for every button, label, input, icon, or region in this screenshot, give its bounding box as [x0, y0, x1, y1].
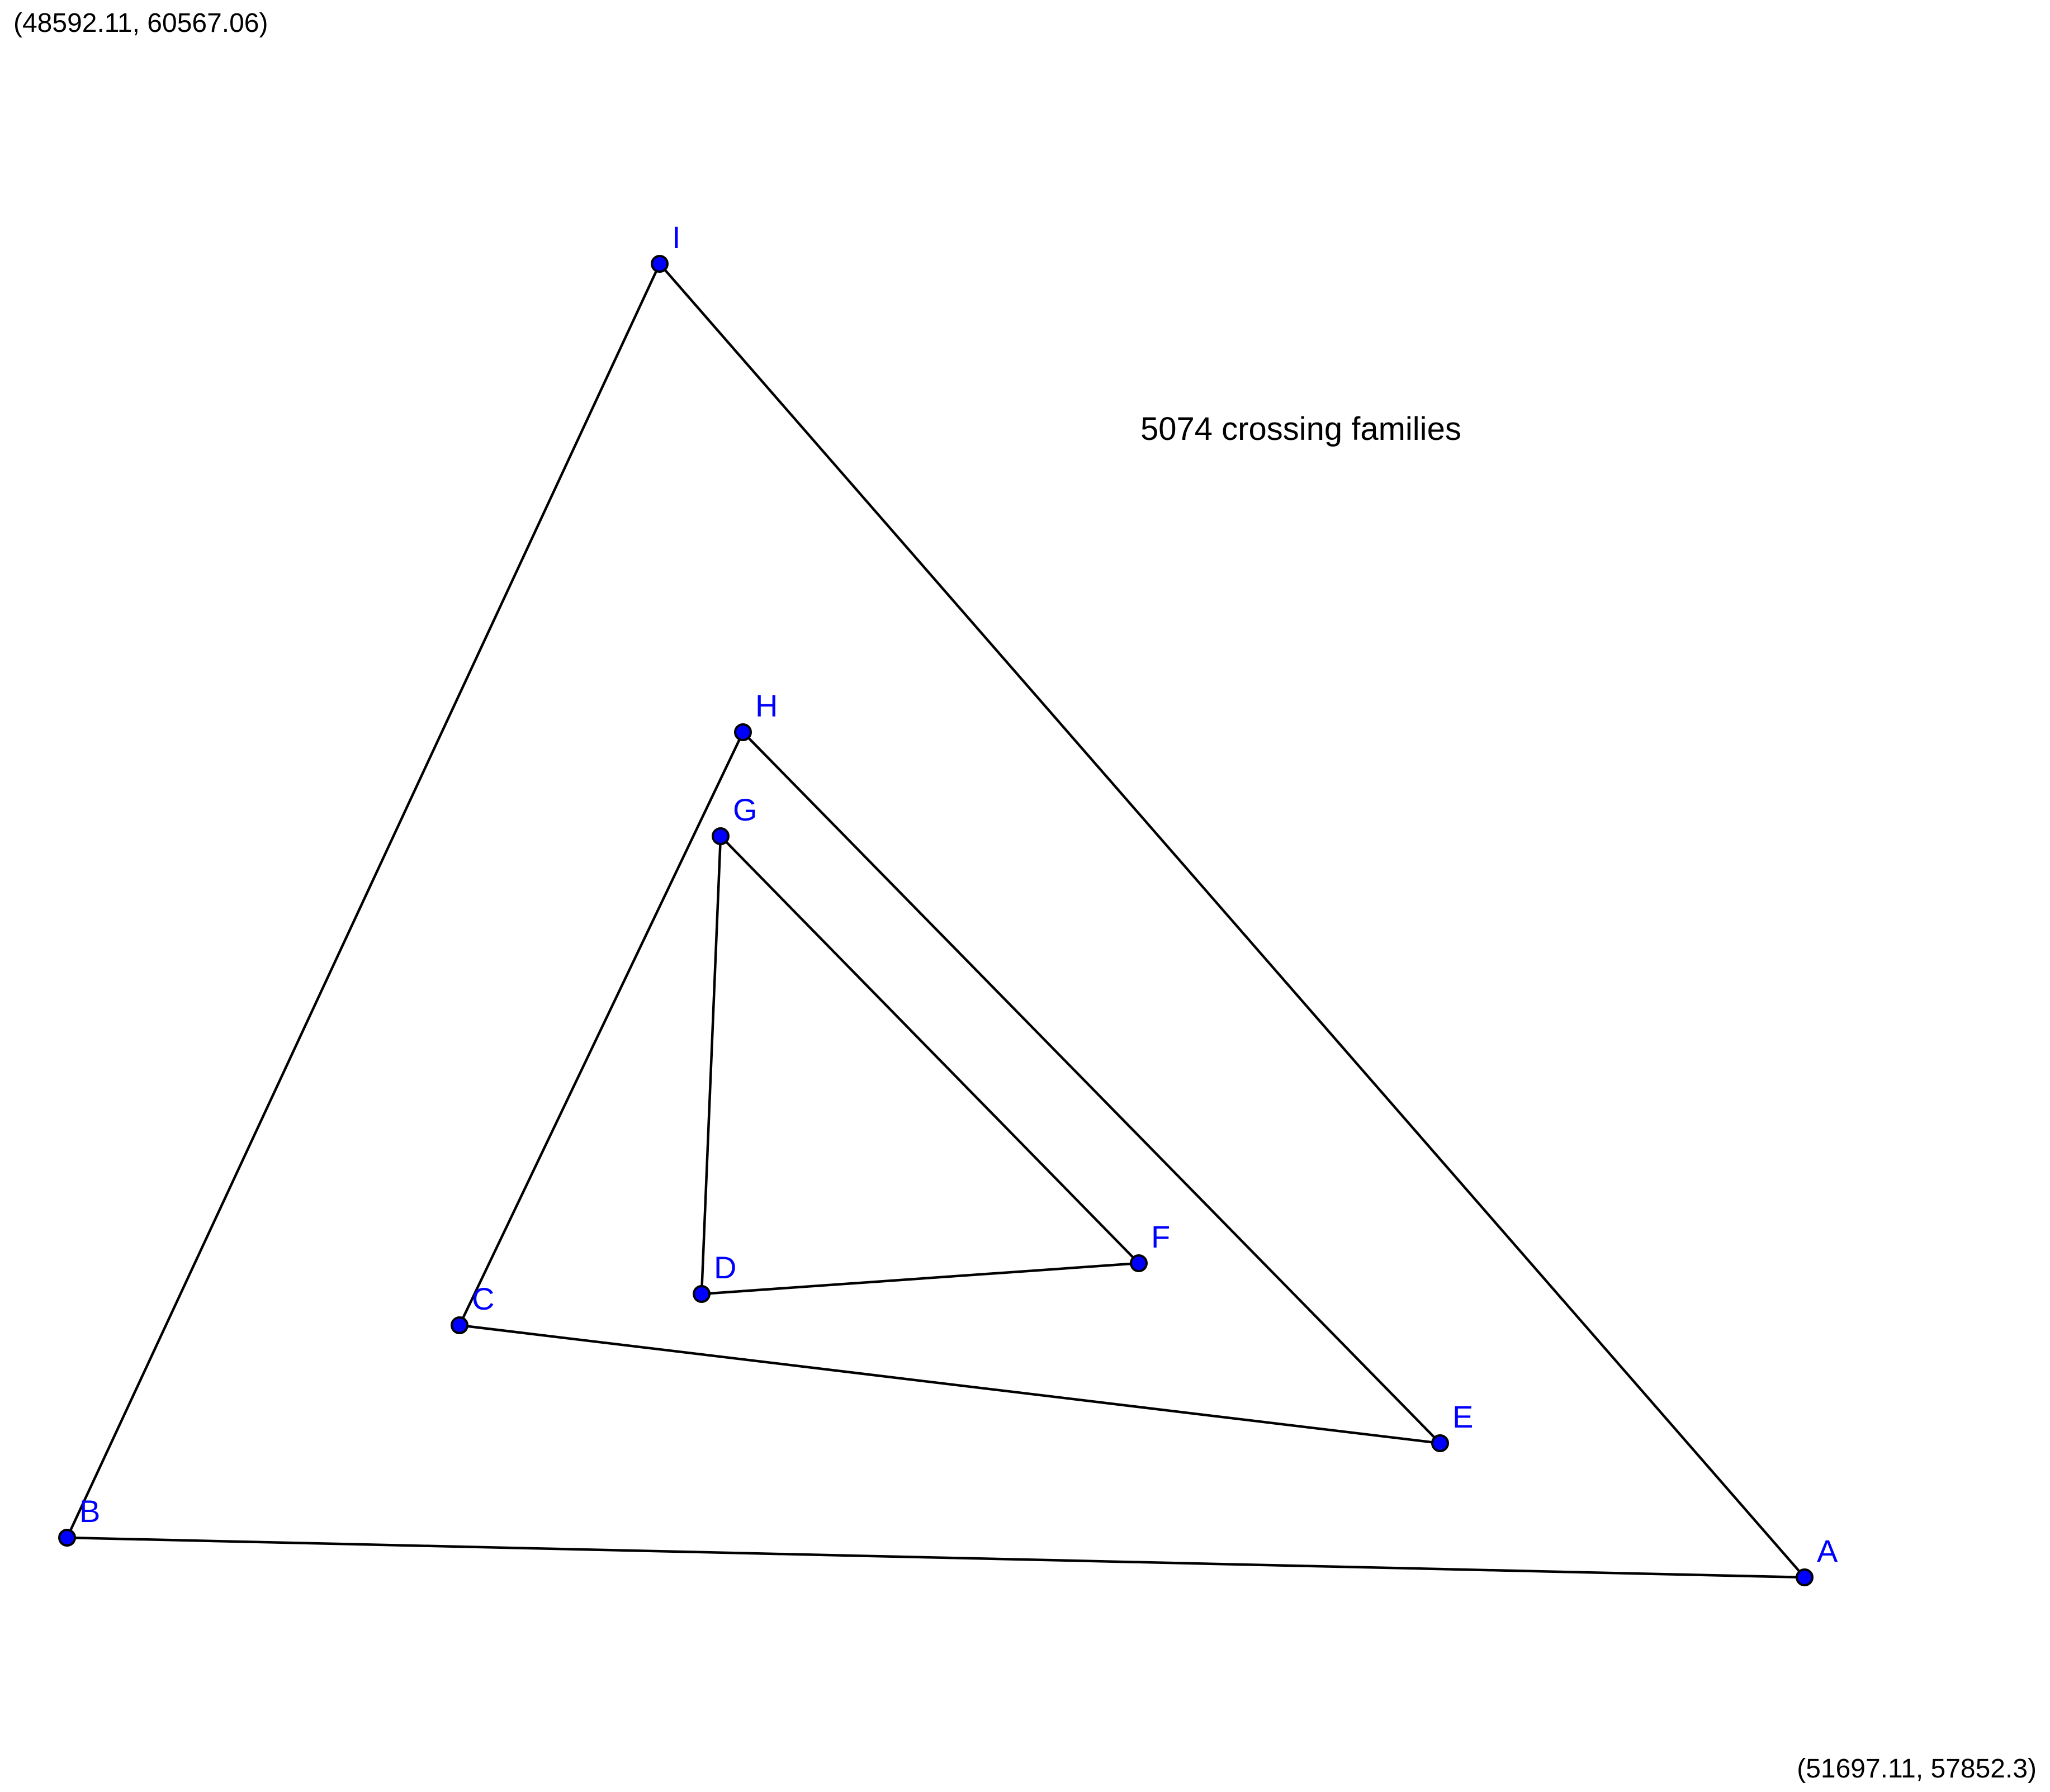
vertex-G[interactable] — [712, 827, 730, 845]
edge-G-F — [719, 835, 1140, 1265]
vertex-I[interactable] — [651, 255, 669, 273]
edge-E-C — [458, 1324, 1442, 1445]
edge-I-A — [658, 262, 1806, 1579]
crossing-families-count: 5074 crossing families — [1140, 411, 1461, 447]
vertex-H[interactable] — [734, 723, 752, 741]
vertex-B[interactable] — [58, 1529, 76, 1547]
vertex-label-H: H — [755, 688, 778, 723]
edge-D-G — [700, 835, 722, 1296]
vertex-E[interactable] — [1431, 1434, 1449, 1452]
vertices-layer — [58, 255, 1814, 1586]
bottom-right-coordinate-readout: (51697.11, 57852.3) — [1797, 1754, 2037, 1784]
vertex-label-B: B — [79, 1494, 100, 1529]
vertex-label-I: I — [672, 220, 681, 255]
edge-F-D — [700, 1262, 1140, 1296]
vertex-label-F: F — [1151, 1219, 1170, 1254]
vertex-labels-layer: A B C D E F G H I — [79, 220, 1838, 1568]
vertex-label-C: C — [472, 1281, 494, 1316]
vertex-D[interactable] — [693, 1285, 711, 1303]
edge-A-B — [65, 1536, 1806, 1579]
top-left-coordinate-readout: (48592.11, 60567.06) — [13, 8, 268, 38]
vertex-label-G: G — [733, 792, 757, 827]
vertex-C[interactable] — [451, 1316, 468, 1334]
vertex-A[interactable] — [1796, 1568, 1814, 1586]
edge-B-I — [65, 262, 661, 1539]
vertex-F[interactable] — [1130, 1254, 1148, 1272]
edge-C-H — [458, 731, 745, 1327]
vertex-label-D: D — [714, 1250, 736, 1285]
vertex-label-E: E — [1452, 1399, 1473, 1434]
edges-layer — [65, 262, 1806, 1579]
vertex-label-A: A — [1817, 1533, 1838, 1568]
edge-H-E — [741, 731, 1442, 1445]
